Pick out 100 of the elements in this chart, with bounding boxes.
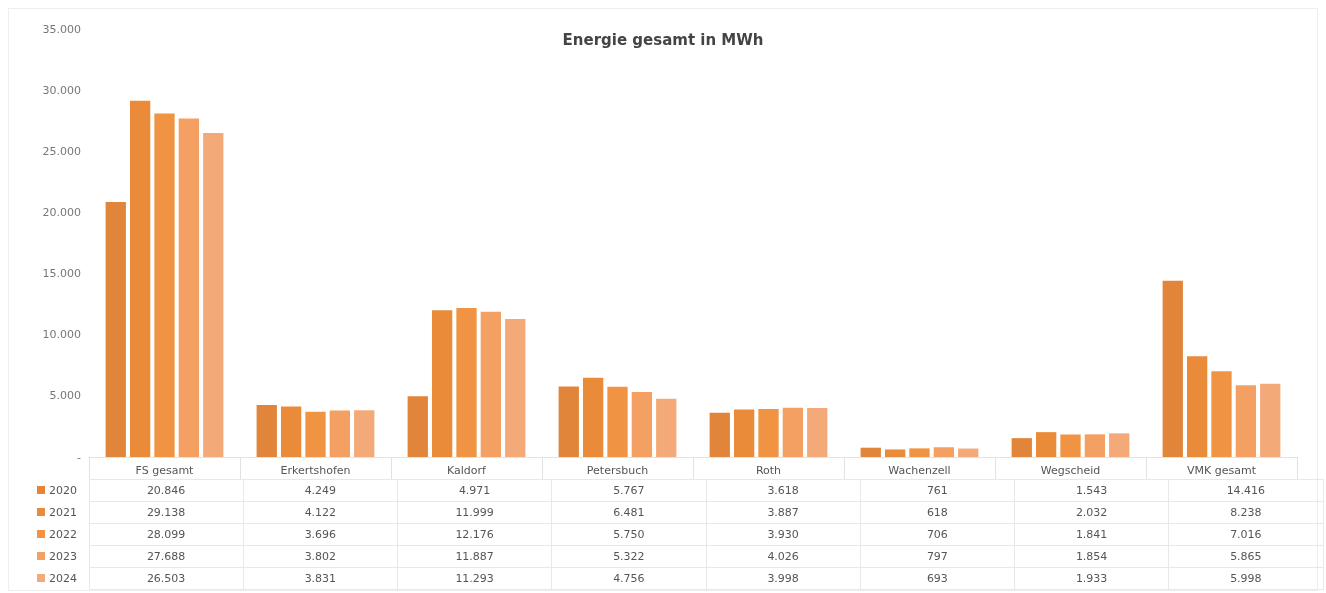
data-label: 5.865	[1168, 545, 1323, 568]
data-label: 4.971	[397, 479, 552, 502]
data-label: 618	[860, 501, 1015, 524]
bar	[933, 447, 955, 457]
data-label: 1.841	[1014, 523, 1169, 546]
data-label: 1.854	[1014, 545, 1169, 568]
bar	[631, 391, 653, 457]
x-tick-label: Kaldorf	[447, 464, 488, 477]
bar	[1011, 438, 1032, 457]
bar	[884, 449, 906, 457]
legend-label: 2020	[48, 483, 78, 499]
data-label: 11.999	[397, 501, 552, 524]
bar	[709, 412, 730, 457]
data-label: 28.099	[89, 523, 244, 546]
data-label: 29.138	[89, 501, 244, 524]
bar	[558, 386, 579, 457]
data-label: 26.503	[89, 567, 244, 590]
bar	[782, 407, 804, 457]
data-label: 797	[860, 545, 1015, 568]
bar	[305, 411, 326, 457]
data-label: 4.122	[243, 501, 398, 524]
data-label: 3.998	[706, 567, 861, 590]
y-tick-label: 20.000	[42, 205, 81, 219]
bar	[1109, 433, 1130, 457]
bar	[280, 406, 302, 457]
bar	[329, 410, 351, 457]
bar	[1186, 356, 1208, 457]
data-label: 3.802	[243, 545, 398, 568]
bar	[407, 396, 428, 457]
data-label: 3.930	[706, 523, 861, 546]
bar	[154, 113, 175, 457]
data-label: 693	[860, 567, 1015, 590]
y-tick-label: 5.000	[49, 389, 81, 403]
chart-title: Energie gesamt in MWh	[562, 30, 764, 49]
y-tick-label: 35.000	[42, 22, 81, 36]
data-label: 27.688	[89, 545, 244, 568]
data-label: 4.756	[551, 567, 706, 590]
data-label: 5.322	[551, 545, 706, 568]
bar	[129, 100, 151, 457]
x-tick-label: Wegscheid	[1040, 464, 1101, 477]
data-label: 1.543	[1014, 479, 1169, 502]
data-label: 7.016	[1168, 523, 1323, 546]
bar	[582, 377, 604, 457]
bar	[909, 448, 930, 457]
bar	[733, 409, 755, 457]
bar	[860, 447, 881, 457]
legend-label: 2024	[48, 571, 78, 587]
bar	[480, 311, 502, 457]
x-tick-label: Wachenzell	[888, 464, 951, 477]
x-tick-label: VMK gesamt	[1187, 464, 1257, 477]
x-tick-label: FS gesamt	[135, 464, 195, 477]
legend-label: 2021	[48, 505, 78, 521]
y-tick-label: -	[77, 450, 82, 464]
data-label: 3.618	[706, 479, 861, 502]
bar	[1084, 434, 1106, 457]
data-label: 5.767	[551, 479, 706, 502]
data-label: 2.032	[1014, 501, 1169, 524]
data-label: 12.176	[397, 523, 552, 546]
data-label: 706	[860, 523, 1015, 546]
bar	[807, 408, 828, 457]
y-tick-label: 30.000	[42, 83, 81, 97]
y-tick-label: 15.000	[42, 267, 81, 281]
bar	[256, 405, 277, 457]
data-label: 14.416	[1168, 479, 1323, 502]
bar	[1162, 280, 1183, 457]
data-label: 4.249	[243, 479, 398, 502]
data-label: 8.238	[1168, 501, 1323, 524]
data-label: 6.481	[551, 501, 706, 524]
y-tick-label: 25.000	[42, 144, 81, 158]
bar	[1060, 434, 1081, 457]
data-label: 5.998	[1168, 567, 1323, 590]
bar	[1235, 385, 1257, 457]
x-tick-label: Erkertshofen	[280, 464, 351, 477]
bar	[1260, 383, 1281, 457]
bar	[354, 410, 375, 457]
x-tick-label: Roth	[755, 464, 782, 477]
y-tick-label: 10.000	[42, 328, 81, 342]
data-label: 3.887	[706, 501, 861, 524]
legend-label: 2022	[48, 527, 78, 543]
bar	[1035, 432, 1057, 457]
bar	[178, 118, 200, 457]
bar	[758, 408, 779, 457]
data-label: 5.750	[551, 523, 706, 546]
bar	[105, 202, 126, 457]
data-label: 11.293	[397, 567, 552, 590]
bar	[958, 448, 979, 457]
legend-label: 2023	[48, 549, 78, 565]
bar	[456, 308, 477, 457]
bar	[203, 132, 224, 457]
bar	[656, 398, 677, 457]
data-label: 3.831	[243, 567, 398, 590]
bar	[607, 386, 628, 457]
data-label: 1.933	[1014, 567, 1169, 590]
bar	[1211, 371, 1232, 457]
data-label: 3.696	[243, 523, 398, 546]
bar	[505, 318, 526, 457]
x-tick-label: Petersbuch	[586, 464, 649, 477]
data-label: 20.846	[89, 479, 244, 502]
bar	[431, 310, 453, 457]
data-label: 4.026	[706, 545, 861, 568]
